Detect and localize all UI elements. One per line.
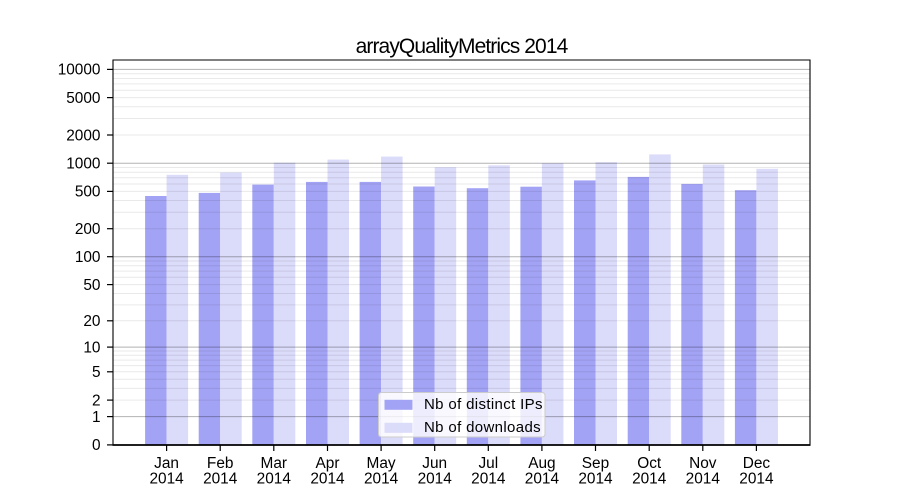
svg-text:Nb of downloads: Nb of downloads — [424, 419, 541, 436]
svg-text:2014: 2014 — [203, 471, 238, 488]
svg-text:2000: 2000 — [66, 127, 100, 144]
svg-text:Jun: Jun — [422, 455, 447, 472]
svg-text:Mar: Mar — [261, 455, 288, 472]
svg-text:Nb of distinct IPs: Nb of distinct IPs — [424, 396, 543, 413]
svg-text:2014: 2014 — [149, 471, 184, 488]
svg-text:2014: 2014 — [632, 471, 667, 488]
svg-text:Sep: Sep — [582, 455, 609, 472]
svg-text:5000: 5000 — [66, 90, 100, 107]
svg-text:Apr: Apr — [316, 455, 340, 472]
svg-text:10: 10 — [83, 339, 100, 356]
svg-text:2014: 2014 — [471, 471, 506, 488]
svg-text:5: 5 — [92, 364, 101, 381]
svg-text:2014: 2014 — [686, 471, 721, 488]
svg-text:1: 1 — [92, 409, 101, 426]
svg-text:0: 0 — [92, 437, 101, 454]
svg-text:200: 200 — [75, 221, 101, 238]
svg-text:2014: 2014 — [739, 471, 774, 488]
svg-text:50: 50 — [83, 277, 100, 294]
svg-text:2014: 2014 — [364, 471, 399, 488]
svg-text:Dec: Dec — [743, 455, 771, 472]
svg-text:arrayQualityMetrics 2014: arrayQualityMetrics 2014 — [356, 35, 569, 58]
svg-text:Jan: Jan — [154, 455, 179, 472]
svg-text:500: 500 — [75, 184, 101, 201]
svg-text:Aug: Aug — [528, 455, 555, 472]
svg-text:20: 20 — [83, 313, 100, 330]
svg-text:2: 2 — [92, 392, 101, 409]
svg-text:100: 100 — [75, 249, 101, 266]
svg-text:1000: 1000 — [66, 156, 100, 173]
svg-text:Jul: Jul — [478, 455, 498, 472]
svg-text:2014: 2014 — [578, 471, 613, 488]
svg-text:Oct: Oct — [637, 455, 662, 472]
svg-text:10000: 10000 — [58, 62, 101, 79]
svg-text:2014: 2014 — [257, 471, 292, 488]
svg-text:2014: 2014 — [525, 471, 560, 488]
svg-text:2014: 2014 — [310, 471, 345, 488]
svg-text:May: May — [367, 455, 396, 472]
svg-text:2014: 2014 — [418, 471, 453, 488]
svg-text:Nov: Nov — [689, 455, 717, 472]
svg-text:Feb: Feb — [207, 455, 234, 472]
